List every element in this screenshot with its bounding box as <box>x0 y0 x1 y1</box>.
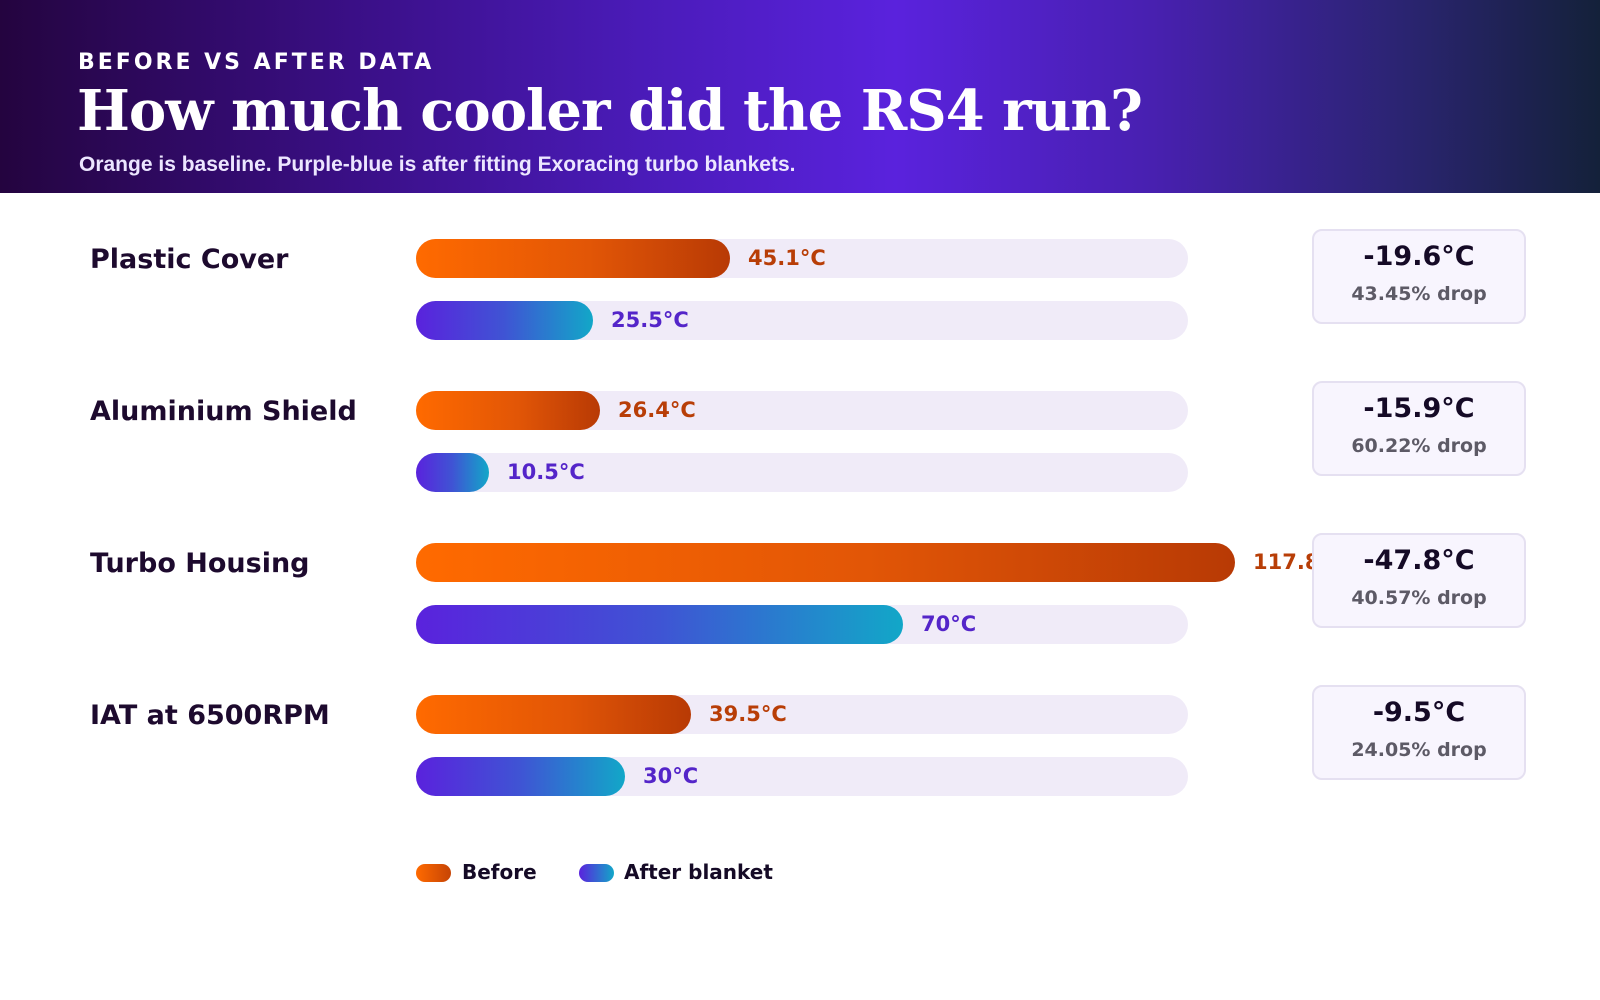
legend-swatch-after <box>579 864 614 882</box>
category-label-turbo-housing: Turbo Housing <box>90 548 310 579</box>
delta-value: -15.9°C <box>1363 393 1475 424</box>
delta-percent: 40.57% drop <box>1351 587 1487 609</box>
delta-card: -9.5°C 24.05% drop <box>1312 685 1526 780</box>
after-value-label: 10.5°C <box>507 460 585 484</box>
before-bar <box>416 695 691 734</box>
before-value-label: 39.5°C <box>709 702 787 726</box>
delta-percent: 24.05% drop <box>1351 739 1487 761</box>
delta-value: -9.5°C <box>1372 697 1466 728</box>
before-value-label: 45.1°C <box>748 246 826 270</box>
after-bar <box>416 605 903 644</box>
after-bar <box>416 301 593 340</box>
delta-card: -47.8°C 40.57% drop <box>1312 533 1526 628</box>
delta-percent: 43.45% drop <box>1351 283 1487 305</box>
delta-value: -47.8°C <box>1363 545 1475 576</box>
delta-value: -19.6°C <box>1363 241 1475 272</box>
header-banner: BEFORE VS AFTER DATA How much cooler did… <box>0 0 1600 193</box>
page-subtitle: Orange is baseline. Purple-blue is after… <box>79 153 796 176</box>
after-value-label: 70°C <box>921 612 977 636</box>
before-bar <box>416 543 1235 582</box>
legend-label-after: After blanket <box>624 860 773 884</box>
page-title: How much cooler did the RS4 run? <box>77 78 1143 144</box>
legend-swatch-before <box>416 864 451 882</box>
delta-card: -19.6°C 43.45% drop <box>1312 229 1526 324</box>
bar-track <box>416 453 1188 492</box>
category-label-aluminium-shield: Aluminium Shield <box>90 396 357 427</box>
before-bar <box>416 391 600 430</box>
after-bar <box>416 757 625 796</box>
after-value-label: 30°C <box>643 764 699 788</box>
delta-percent: 60.22% drop <box>1351 435 1487 457</box>
after-bar <box>416 453 489 492</box>
category-label-plastic-cover: Plastic Cover <box>90 244 289 275</box>
before-value-label: 26.4°C <box>618 398 696 422</box>
legend-label-before: Before <box>462 860 537 884</box>
after-value-label: 25.5°C <box>611 308 689 332</box>
before-bar <box>416 239 730 278</box>
category-label-iat-at-6500rpm: IAT at 6500RPM <box>90 700 330 731</box>
delta-card: -15.9°C 60.22% drop <box>1312 381 1526 476</box>
kicker: BEFORE VS AFTER DATA <box>78 50 435 75</box>
